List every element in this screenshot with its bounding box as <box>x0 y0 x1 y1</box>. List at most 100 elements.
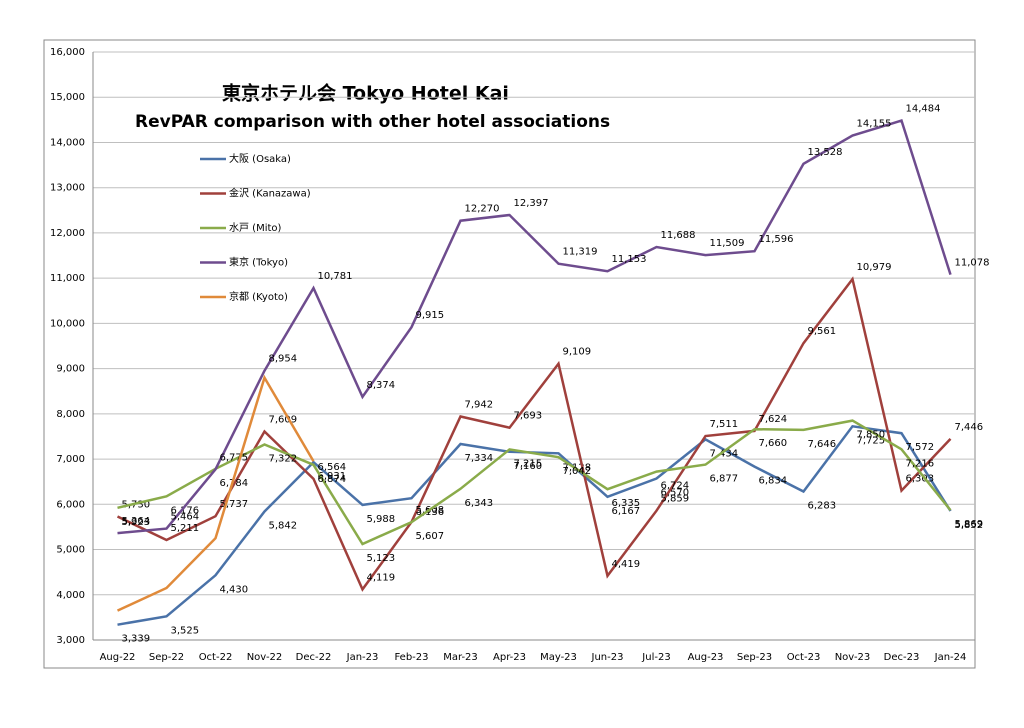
data-label: 7,624 <box>759 414 788 425</box>
y-tick-label: 12,000 <box>50 228 85 239</box>
y-tick-label: 10,000 <box>50 318 85 329</box>
data-label: 6,564 <box>318 462 347 473</box>
data-label: 7,042 <box>563 466 592 477</box>
data-label: 7,609 <box>269 415 298 426</box>
data-label: 5,123 <box>367 553 396 564</box>
y-tick-label: 13,000 <box>50 183 85 194</box>
data-label: 6,343 <box>465 498 494 509</box>
legend-label: 大阪 (Osaka) <box>229 152 291 165</box>
y-tick-label: 16,000 <box>50 47 85 58</box>
x-tick-label: Jan-24 <box>934 652 967 663</box>
x-tick-label: Jan-23 <box>346 652 379 663</box>
data-label: 6,834 <box>759 476 788 487</box>
data-label: 14,484 <box>906 104 941 115</box>
data-label: 7,446 <box>955 422 984 433</box>
data-label: 5,364 <box>122 516 151 527</box>
data-label: 6,303 <box>906 474 935 485</box>
data-label: 5,869 <box>955 519 984 530</box>
data-label: 9,561 <box>808 326 837 337</box>
data-label: 5,988 <box>367 514 396 525</box>
y-tick-label: 9,000 <box>56 364 85 375</box>
x-tick-label: Mar-23 <box>443 652 478 663</box>
data-label: 5,730 <box>122 500 151 511</box>
y-tick-label: 3,000 <box>56 635 85 646</box>
data-label: 6,784 <box>220 478 249 489</box>
data-label: 11,596 <box>759 234 794 245</box>
data-label: 9,109 <box>563 347 592 358</box>
data-label: 8,374 <box>367 380 396 391</box>
x-tick-label: Jun-23 <box>591 652 624 663</box>
data-label: 4,430 <box>220 584 249 595</box>
x-tick-label: Sep-23 <box>737 652 772 663</box>
data-label: 13,528 <box>808 147 843 158</box>
legend-label: 金沢 (Kanazawa) <box>229 187 311 200</box>
data-label: 6,136 <box>416 507 445 518</box>
data-label: 6,176 <box>171 505 200 516</box>
data-label: 4,119 <box>367 572 396 583</box>
data-label: 3,339 <box>122 634 151 645</box>
data-label: 5,211 <box>171 523 200 534</box>
data-label: 7,693 <box>514 411 543 422</box>
legend-label: 東京 (Tokyo) <box>229 256 288 269</box>
x-tick-label: May-23 <box>540 652 577 663</box>
data-label: 11,688 <box>661 230 696 241</box>
data-label: 12,397 <box>514 198 549 209</box>
y-tick-label: 15,000 <box>50 92 85 103</box>
x-tick-label: Feb-23 <box>394 652 428 663</box>
data-label: 6,931 <box>318 471 347 482</box>
data-label: 7,322 <box>269 454 298 465</box>
x-tick-label: Nov-23 <box>835 652 871 663</box>
data-label: 7,216 <box>906 458 935 469</box>
data-label: 7,646 <box>808 439 837 450</box>
data-label: 11,153 <box>612 254 647 265</box>
data-label: 7,160 <box>514 461 543 472</box>
legend-label: 京都 (Kyoto) <box>229 290 288 303</box>
data-label: 7,215 <box>514 458 543 469</box>
data-label: 12,270 <box>465 204 500 215</box>
x-tick-label: Aug-23 <box>688 652 724 663</box>
data-label: 7,434 <box>710 448 739 459</box>
y-tick-label: 14,000 <box>50 137 85 148</box>
data-label: 9,915 <box>416 310 445 321</box>
data-label: 5,607 <box>416 531 445 542</box>
y-tick-label: 6,000 <box>56 499 85 510</box>
data-label: 5,859 <box>661 494 690 505</box>
y-tick-label: 4,000 <box>56 590 85 601</box>
data-label: 6,167 <box>612 506 641 517</box>
data-label: 5,737 <box>220 499 249 510</box>
data-label: 5,842 <box>269 520 298 531</box>
series-line <box>117 119 952 535</box>
data-label: 5,923 <box>122 517 151 528</box>
data-label: 8,954 <box>269 354 298 365</box>
x-tick-label: Oct-23 <box>787 652 821 663</box>
data-label: 14,155 <box>857 118 892 129</box>
data-label: 6,570 <box>661 488 690 499</box>
x-tick-label: Aug-22 <box>100 652 136 663</box>
data-label: 7,572 <box>906 442 935 453</box>
data-label: 3,525 <box>171 625 200 636</box>
data-label: 6,874 <box>318 474 347 485</box>
data-label: 6,335 <box>612 498 641 509</box>
x-tick-label: Sep-22 <box>149 652 184 663</box>
chart-subtitle: RevPAR comparison with other hotel assoc… <box>135 112 610 132</box>
data-label: 5,464 <box>171 512 200 523</box>
data-label: 11,509 <box>710 238 745 249</box>
data-label: 5,852 <box>955 520 984 531</box>
data-label: 6,775 <box>220 452 249 463</box>
series-line <box>116 276 952 592</box>
data-label: 10,781 <box>318 271 353 282</box>
x-tick-label: Dec-22 <box>296 652 332 663</box>
x-tick-label: Oct-22 <box>199 652 233 663</box>
y-tick-label: 8,000 <box>56 409 85 420</box>
y-tick-label: 7,000 <box>56 454 85 465</box>
series-line <box>116 374 315 612</box>
data-label: 6,724 <box>661 481 690 492</box>
data-label: 6,877 <box>710 474 739 485</box>
y-tick-label: 11,000 <box>50 273 85 284</box>
x-tick-label: Jul-23 <box>641 652 670 663</box>
x-tick-label: Nov-22 <box>247 652 283 663</box>
chart-title: 東京ホテル会 Tokyo Hotel Kai <box>222 82 509 105</box>
series-line <box>117 419 952 546</box>
data-label: 7,334 <box>465 453 494 464</box>
data-label: 11,319 <box>563 247 598 258</box>
